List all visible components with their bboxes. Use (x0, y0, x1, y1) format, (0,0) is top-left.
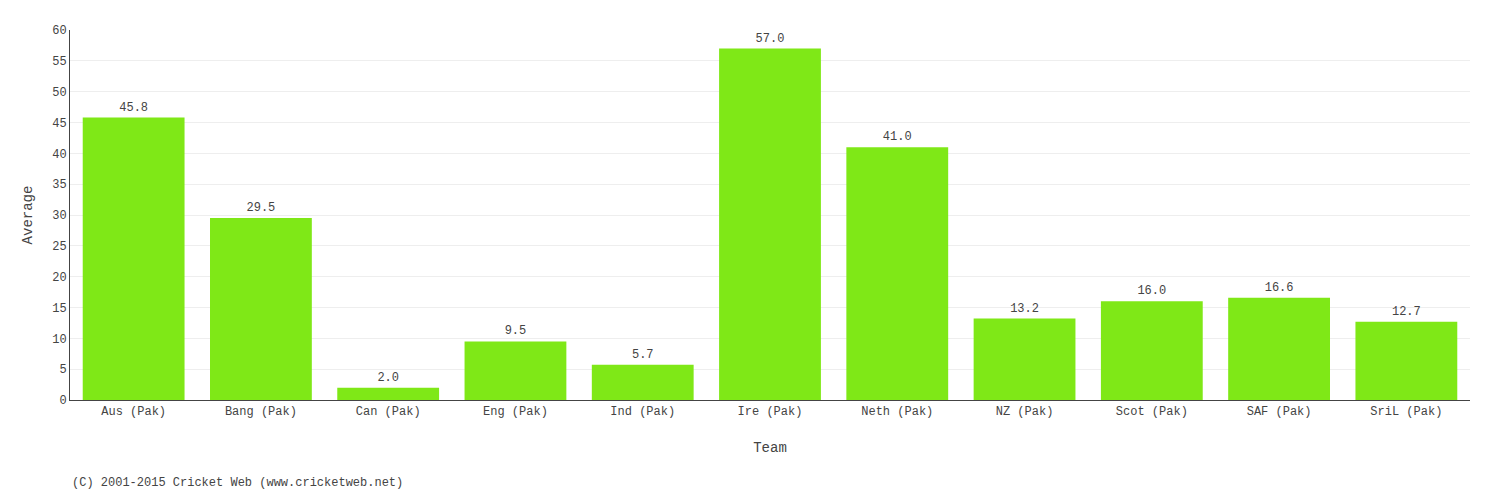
svg-text:20: 20 (52, 271, 66, 285)
svg-text:Neth (Pak): Neth (Pak) (861, 405, 933, 419)
svg-text:Eng (Pak): Eng (Pak) (483, 405, 548, 419)
svg-text:2.0: 2.0 (377, 371, 399, 385)
svg-text:Ind (Pak): Ind (Pak) (610, 405, 675, 419)
svg-text:5: 5 (59, 363, 66, 377)
svg-text:Aus (Pak): Aus (Pak) (101, 405, 166, 419)
svg-text:0: 0 (59, 394, 66, 408)
svg-text:55: 55 (52, 55, 66, 69)
svg-text:10: 10 (52, 333, 66, 347)
svg-text:Average: Average (20, 186, 36, 245)
svg-text:Team: Team (753, 440, 787, 456)
svg-text:50: 50 (52, 86, 66, 100)
svg-text:35: 35 (52, 178, 66, 192)
svg-text:13.2: 13.2 (1010, 302, 1039, 316)
svg-text:Bang (Pak): Bang (Pak) (225, 405, 297, 419)
svg-text:12.7: 12.7 (1392, 305, 1421, 319)
svg-text:57.0: 57.0 (756, 32, 785, 46)
svg-text:60: 60 (52, 24, 66, 38)
svg-text:45.8: 45.8 (119, 101, 148, 115)
svg-text:SAF (Pak): SAF (Pak) (1247, 405, 1312, 419)
svg-text:SriL (Pak): SriL (Pak) (1370, 405, 1442, 419)
svg-text:40: 40 (52, 148, 66, 162)
svg-text:15: 15 (52, 302, 66, 316)
svg-text:30: 30 (52, 209, 66, 223)
svg-text:Can (Pak): Can (Pak) (356, 405, 421, 419)
svg-text:(C) 2001-2015 Cricket Web (www: (C) 2001-2015 Cricket Web (www.cricketwe… (72, 476, 403, 490)
svg-text:16.6: 16.6 (1265, 281, 1294, 295)
svg-text:25: 25 (52, 240, 66, 254)
svg-text:29.5: 29.5 (247, 201, 276, 215)
svg-text:16.0: 16.0 (1137, 284, 1166, 298)
svg-text:41.0: 41.0 (883, 130, 912, 144)
svg-text:45: 45 (52, 117, 66, 131)
svg-text:Scot (Pak): Scot (Pak) (1116, 405, 1188, 419)
svg-text:Ire (Pak): Ire (Pak) (738, 405, 803, 419)
svg-text:9.5: 9.5 (505, 324, 527, 338)
svg-text:5.7: 5.7 (632, 348, 654, 362)
svg-text:NZ (Pak): NZ (Pak) (996, 405, 1054, 419)
